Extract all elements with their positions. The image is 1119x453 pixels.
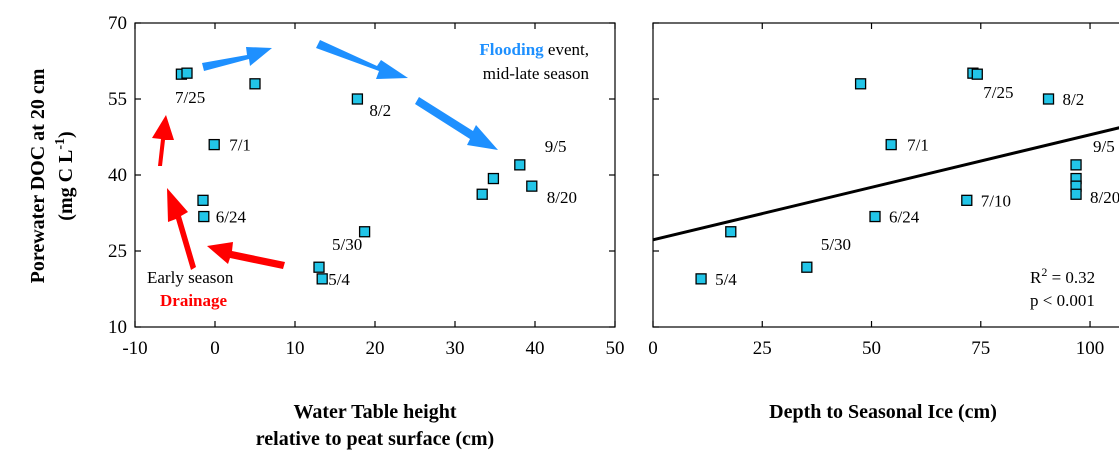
point-label: 6/24	[889, 208, 920, 227]
flooding-arrows	[202, 40, 498, 150]
left-x-axis-label-line1: Water Table height	[294, 401, 457, 423]
data-point	[869, 210, 881, 223]
x-tick-label: 10	[286, 338, 305, 359]
right-scatter-plot: 0 25 50 75 100 5/4 5/30 6/24 7/1 7/10 7/25 8/2 9/5 8…	[648, 22, 1119, 359]
p-value-label: p < 0.001	[1030, 291, 1095, 310]
point-label: 8/20	[1090, 188, 1119, 207]
flooding-annotation-line2: mid-late season	[483, 64, 590, 83]
y-axis-label-units: (mg C L-1)	[53, 131, 77, 220]
point-label: 6/24	[216, 208, 247, 227]
trend-line	[652, 126, 1119, 242]
data-point	[1070, 188, 1082, 200]
y-tick-label: 10	[108, 317, 127, 338]
flood-arrow-3	[415, 97, 498, 150]
data-point	[1070, 159, 1082, 171]
right-x-axis-label: Depth to Seasonal Ice (cm)	[769, 401, 997, 423]
drainage-annotation: Drainage	[160, 291, 228, 310]
data-point	[316, 273, 328, 285]
x-tick-label: 75	[971, 338, 990, 359]
y-tick-label: 25	[108, 241, 127, 262]
drain-arrow-1	[207, 242, 285, 269]
point-label: 9/5	[1093, 137, 1115, 156]
r-squared-label: R2 = 0.32	[1030, 265, 1095, 287]
y-tick-label: 70	[108, 13, 127, 34]
x-tick-label: -10	[122, 338, 147, 359]
left-scatter-plot: 10 25 40 55 70 -10 0 10 20 30 40 50 7/25 8/2 7/1 9/5 8/…	[108, 13, 625, 359]
x-tick-label: 50	[862, 338, 881, 359]
point-label: 7/25	[983, 83, 1013, 102]
point-label: 7/1	[229, 136, 251, 155]
flood-arrow-2	[316, 40, 408, 79]
data-point	[801, 261, 813, 273]
early-season-annotation: Early season	[147, 268, 234, 287]
y-axis-label: Porewater DOC at 20 cm	[27, 68, 49, 283]
point-label: 5/30	[332, 235, 362, 254]
data-point	[854, 78, 867, 90]
data-point	[885, 138, 897, 151]
drainage-arrows	[152, 115, 285, 270]
point-label: 8/2	[1063, 90, 1085, 109]
data-point	[961, 194, 973, 206]
x-tick-label: 20	[366, 338, 385, 359]
point-label: 7/10	[981, 191, 1011, 210]
x-tick-label: 100	[1076, 338, 1105, 359]
data-point	[725, 226, 737, 238]
data-point	[526, 180, 538, 192]
y-tick-label: 55	[108, 89, 127, 110]
x-tick-label: 40	[526, 338, 545, 359]
data-point	[208, 138, 220, 151]
data-point	[351, 93, 364, 105]
point-label: 5/30	[821, 235, 851, 254]
point-label: 7/1	[907, 136, 929, 155]
point-label: 8/20	[547, 188, 577, 207]
flood-arrow-1	[202, 47, 272, 71]
x-tick-label: 0	[648, 338, 658, 359]
drain-arrow-3	[152, 115, 174, 166]
x-tick-label: 50	[606, 338, 625, 359]
x-tick-label: 30	[446, 338, 465, 359]
point-label: 7/25	[175, 88, 205, 107]
point-label: 9/5	[545, 137, 567, 156]
flooding-annotation-line1: Flooding event,	[479, 40, 589, 59]
data-point	[695, 273, 707, 285]
data-point	[181, 67, 193, 79]
data-point	[971, 68, 983, 80]
point-label: 5/4	[715, 270, 737, 289]
data-point	[249, 78, 261, 90]
left-x-axis-label-line2: relative to peat surface (cm)	[256, 428, 494, 450]
point-label: 8/2	[369, 101, 391, 120]
point-label: 5/4	[328, 270, 350, 289]
x-tick-label: 25	[753, 338, 772, 359]
data-point	[198, 210, 210, 223]
data-point	[1042, 93, 1055, 105]
drain-arrow-2	[167, 188, 196, 270]
data-point	[487, 172, 500, 185]
data-point	[197, 194, 209, 206]
data-point	[358, 226, 371, 238]
y-tick-label: 40	[108, 165, 127, 186]
data-point	[476, 188, 488, 200]
data-point	[313, 261, 325, 273]
data-point	[514, 159, 526, 171]
x-tick-label: 0	[210, 338, 220, 359]
